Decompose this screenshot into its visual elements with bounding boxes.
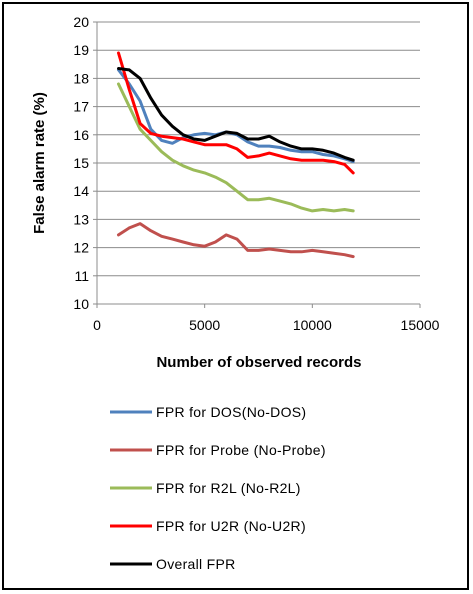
y-tick-label: 15 (73, 155, 89, 171)
y-tick-label: 14 (73, 183, 89, 199)
y-tick-label: 11 (74, 268, 89, 284)
gridlines (97, 21, 420, 277)
series-lines (117, 51, 355, 259)
legend-label: Overall FPR (156, 556, 236, 572)
legend-label: FPR for Probe (No-Probe) (156, 442, 326, 458)
y-tick-label: 20 (73, 14, 89, 30)
legend-label: FPR for U2R (No-U2R) (156, 518, 306, 534)
y-tick-label: 17 (73, 99, 89, 115)
x-tick-label: 10000 (293, 317, 332, 333)
y-tick-label: 12 (73, 240, 89, 256)
x-tick-label: 15000 (401, 317, 440, 333)
y-tick-labels: 10 11 12 13 14 15 16 17 18 19 20 (73, 14, 89, 312)
y-tick-label: 18 (73, 70, 89, 86)
x-axis-title: Number of observed records (156, 354, 361, 371)
legend-label: FPR for DOS(No-DOS) (156, 404, 306, 420)
legend: FPR for DOS(No-DOS) FPR for Probe (No-Pro… (110, 404, 326, 572)
figure-frame (2, 2, 469, 590)
series-line-1 (117, 222, 355, 259)
series-line-4 (117, 67, 355, 162)
x-tick-label: 0 (93, 317, 101, 333)
x-tick-labels: 0 5000 10000 15000 (93, 317, 440, 333)
y-tick-label: 10 (73, 296, 89, 312)
legend-label: FPR for R2L (No-R2L) (156, 480, 301, 496)
series-line-3 (117, 51, 355, 175)
axes (93, 21, 421, 308)
x-tick-label: 5000 (189, 317, 220, 333)
y-tick-label: 19 (73, 42, 89, 58)
y-tick-label: 13 (73, 211, 89, 227)
series-line-2 (117, 82, 355, 213)
y-tick-label: 16 (73, 127, 89, 143)
y-axis-title: False alarm rate (%) (31, 92, 48, 234)
